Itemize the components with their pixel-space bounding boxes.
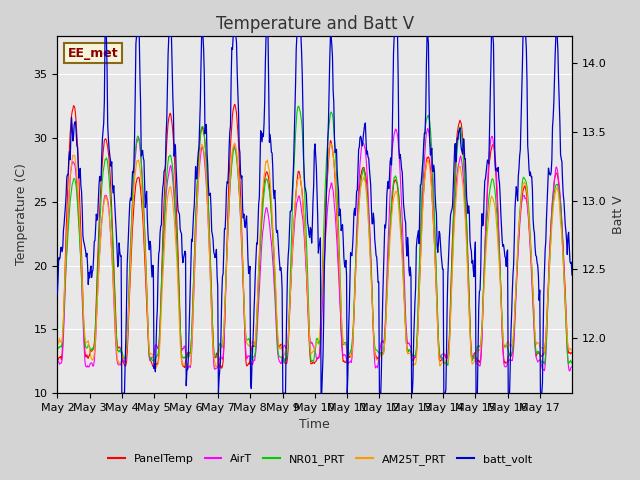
Text: EE_met: EE_met [68, 47, 118, 60]
X-axis label: Time: Time [300, 419, 330, 432]
Legend: PanelTemp, AirT, NR01_PRT, AM25T_PRT, batt_volt: PanelTemp, AirT, NR01_PRT, AM25T_PRT, ba… [104, 450, 536, 469]
Y-axis label: Temperature (C): Temperature (C) [15, 164, 28, 265]
Y-axis label: Batt V: Batt V [612, 195, 625, 234]
Title: Temperature and Batt V: Temperature and Batt V [216, 15, 413, 33]
